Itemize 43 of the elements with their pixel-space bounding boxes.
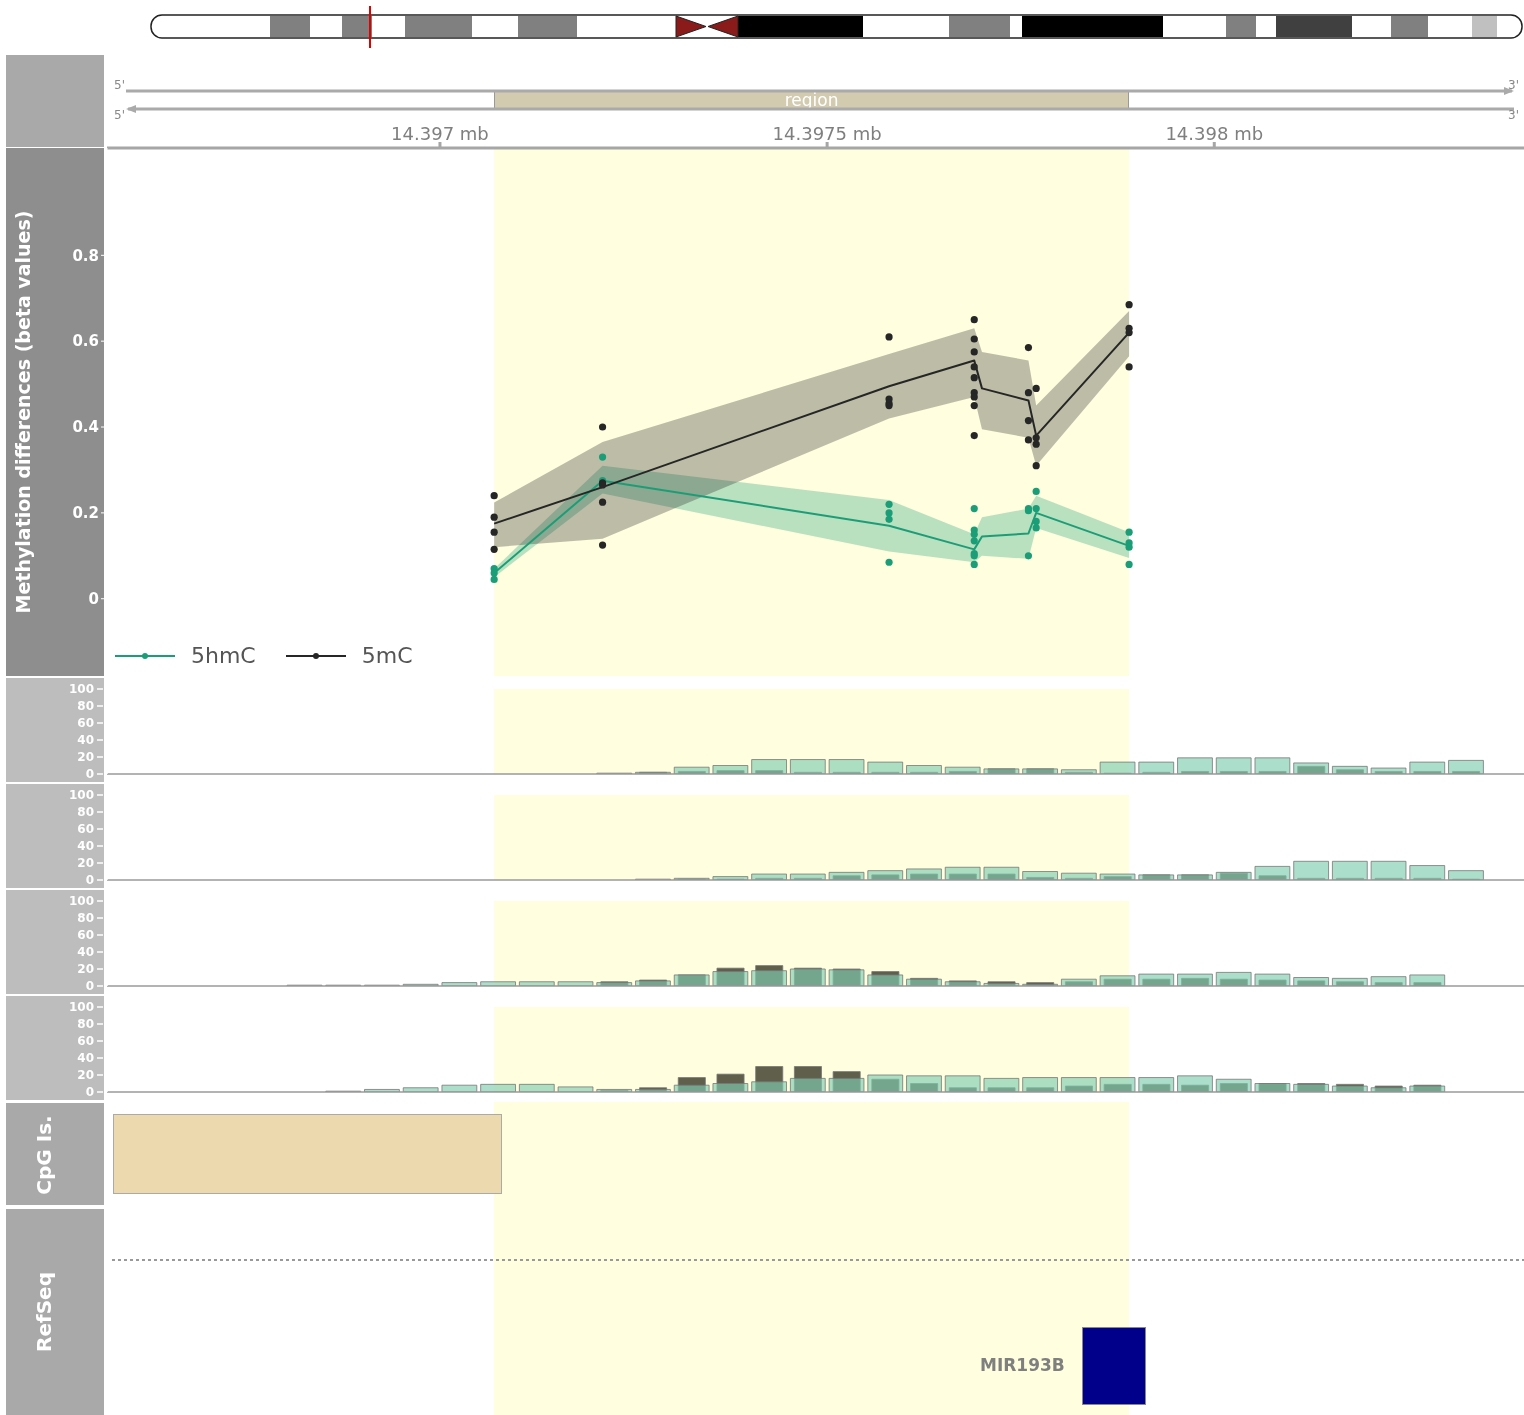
text: RefSeq bbox=[32, 1272, 56, 1352]
y-tick-label: 0 bbox=[85, 873, 94, 887]
text: MIR193B bbox=[980, 1355, 1065, 1375]
y-tick-label: 20 bbox=[77, 962, 94, 976]
text: 3' bbox=[1508, 78, 1519, 92]
x-tick-label: 14.3975 mb bbox=[772, 123, 882, 144]
x-tick-label: 14.397 mb bbox=[391, 123, 489, 144]
text: 3' bbox=[1508, 108, 1519, 122]
y-tick-label: 80 bbox=[77, 699, 94, 713]
y-tick-label: 20 bbox=[77, 1068, 94, 1082]
y-tick-label: 60 bbox=[77, 822, 94, 836]
y-tick-label: 40 bbox=[77, 733, 94, 747]
band-label: region bbox=[494, 90, 1130, 110]
y-tick-label: 20 bbox=[77, 856, 94, 870]
y-tick-label: 100 bbox=[68, 682, 94, 696]
y-tick-label: 0.8 bbox=[72, 246, 99, 265]
y-tick-label: 40 bbox=[77, 1051, 94, 1065]
y-tick-label: 0 bbox=[85, 1085, 94, 1099]
y-tick-label: 40 bbox=[77, 945, 94, 959]
y-tick-label: 0 bbox=[85, 979, 94, 993]
y-tick-label: 100 bbox=[68, 894, 94, 908]
y-tick-label: 0 bbox=[85, 767, 94, 781]
y-tick-label: 20 bbox=[77, 750, 94, 764]
y-tick-label: 40 bbox=[77, 839, 94, 853]
y-tick-label: 80 bbox=[77, 1017, 94, 1031]
y-tick-label: 0 bbox=[88, 590, 99, 609]
y-tick-label: 80 bbox=[77, 911, 94, 925]
y-tick-label: 0.4 bbox=[72, 418, 99, 437]
text: 5' bbox=[114, 108, 125, 122]
y-tick-label: 100 bbox=[68, 788, 94, 802]
y-tick-label: 80 bbox=[77, 805, 94, 819]
y-tick-label: 60 bbox=[77, 1034, 94, 1048]
text: 5' bbox=[114, 78, 125, 92]
y-axis-title: Methylation differences (beta values) bbox=[11, 210, 34, 614]
y-tick-label: 60 bbox=[77, 716, 94, 730]
legend-label: 5mC bbox=[361, 643, 413, 668]
y-tick-label: 100 bbox=[68, 1000, 94, 1014]
y-tick-label: 0.2 bbox=[72, 504, 99, 523]
y-tick-label: 0.6 bbox=[72, 332, 99, 351]
y-tick-label: 60 bbox=[77, 928, 94, 942]
legend-label: 5hmC bbox=[191, 643, 256, 668]
x-tick-label: 14.398 mb bbox=[1165, 123, 1264, 144]
text: CpG Is. bbox=[32, 1115, 56, 1195]
